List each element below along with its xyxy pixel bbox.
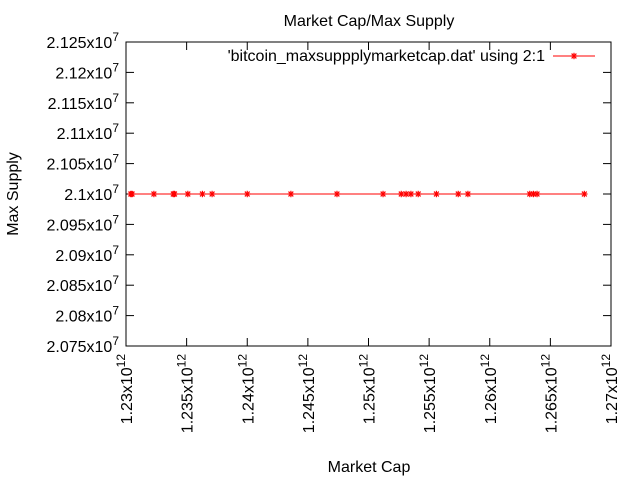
data-point <box>244 190 251 198</box>
y-tick-label: 2.11x107 <box>57 121 120 143</box>
y-tick-label: 2.085x107 <box>46 273 119 295</box>
x-tick-label: 1.24x1012 <box>235 354 257 425</box>
data-point <box>433 190 440 198</box>
y-tick-label: 2.12x107 <box>55 60 119 82</box>
y-tick-label: 2.095x107 <box>46 212 119 234</box>
data-point <box>333 190 341 198</box>
x-tick-label: 1.245x1012 <box>296 354 318 434</box>
data-point <box>379 190 387 198</box>
x-tick-label: 1.265x1012 <box>538 354 560 434</box>
data-point <box>184 190 192 198</box>
x-tick-label: 1.255x1012 <box>417 354 439 434</box>
data-point <box>455 190 462 198</box>
data-point <box>150 190 158 198</box>
x-tick-label: 1.235x1012 <box>175 354 197 434</box>
y-axis-label: Max Supply <box>5 152 22 236</box>
x-tick-label: 1.27x1012 <box>599 354 621 425</box>
chart-title: Market Cap/Max Supply <box>284 13 455 30</box>
y-tick-label: 2.125x107 <box>46 30 119 52</box>
data-point <box>464 190 472 198</box>
x-tick-label: 1.25x1012 <box>357 354 379 425</box>
y-tick-label: 2.09x107 <box>55 243 119 265</box>
y-tick-label: 2.1x107 <box>64 182 119 204</box>
y-tick-labels: 2.075x107 2.08x107 2.085x107 2.09x107 2.095x… <box>46 30 119 356</box>
data-point <box>415 190 422 198</box>
data-point <box>128 190 136 198</box>
data-point <box>199 190 206 198</box>
x-tick-label: 1.23x1012 <box>114 354 136 425</box>
y-tick-label: 2.075x107 <box>46 334 119 356</box>
legend: 'bitcoin_maxsuppplymarketcap.dat' using … <box>228 48 595 65</box>
data-point <box>581 190 588 198</box>
x-axis-label: Market Cap <box>328 459 411 476</box>
x-tick-labels: 1.23x1012 1.235x1012 1.24x1012 1.245x1012 1.… <box>114 354 621 434</box>
y-tick-label: 2.08x107 <box>55 304 119 326</box>
y-tick-label: 2.115x107 <box>48 91 120 113</box>
series-layer <box>127 190 588 198</box>
data-point <box>171 190 178 198</box>
data-point <box>533 190 541 198</box>
legend-label: 'bitcoin_maxsuppplymarketcap.dat' using … <box>228 48 546 65</box>
x-tick-label: 1.26x1012 <box>478 354 500 425</box>
legend-marker-star <box>570 52 578 60</box>
data-point <box>287 190 295 198</box>
y-tick-label: 2.105x107 <box>46 152 119 174</box>
data-point <box>208 190 216 198</box>
data-point <box>407 190 415 198</box>
tick-marks <box>125 41 612 347</box>
legend-marker <box>570 52 578 60</box>
